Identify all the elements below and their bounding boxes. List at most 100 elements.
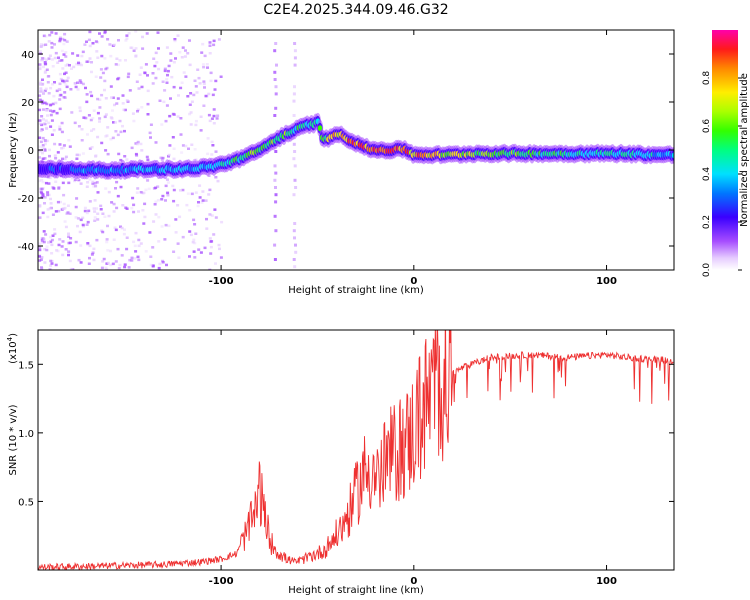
noise-cell bbox=[121, 102, 125, 105]
noise-cell bbox=[48, 268, 52, 270]
noise-cell bbox=[42, 230, 46, 233]
noise-cell bbox=[210, 214, 214, 217]
noise-cell bbox=[96, 56, 100, 59]
noise-cell bbox=[50, 119, 54, 122]
stripe-cell-0 bbox=[274, 106, 278, 110]
noise-cell bbox=[106, 152, 110, 156]
noise-cell bbox=[172, 85, 176, 89]
stripe-cell-1 bbox=[293, 42, 297, 45]
noise-cell bbox=[53, 43, 56, 46]
noise-cell bbox=[199, 251, 203, 254]
noise-cell bbox=[43, 122, 47, 126]
spectrogram-ytick-label: 40 bbox=[21, 50, 34, 61]
noise-cell bbox=[91, 117, 95, 120]
noise-cell bbox=[138, 73, 142, 76]
noise-cell bbox=[83, 43, 87, 46]
noise-cell bbox=[118, 263, 122, 267]
noise-cell bbox=[69, 237, 73, 240]
noise-cell bbox=[39, 129, 43, 133]
noise-cell bbox=[194, 191, 198, 194]
colorbar-tick-label: 0.2 bbox=[702, 215, 712, 229]
noise-cell bbox=[197, 201, 200, 204]
noise-cell bbox=[132, 203, 136, 207]
noise-cell bbox=[42, 43, 45, 47]
chart-title: C2E4.2025.344.09.46.G32 bbox=[263, 2, 448, 18]
noise-cell bbox=[78, 109, 82, 113]
noise-cell bbox=[165, 263, 168, 267]
noise-cell bbox=[123, 265, 127, 269]
noise-cell bbox=[73, 178, 77, 182]
noise-cell bbox=[44, 181, 48, 185]
noise-cell bbox=[96, 212, 100, 215]
noise-cell bbox=[166, 73, 169, 77]
noise-cell bbox=[96, 111, 100, 115]
noise-cell bbox=[78, 106, 82, 109]
noise-cell bbox=[56, 61, 60, 64]
noise-cell bbox=[188, 112, 192, 116]
noise-cell bbox=[124, 39, 128, 42]
noise-cell bbox=[113, 121, 117, 124]
noise-cell bbox=[146, 179, 150, 182]
noise-cell bbox=[129, 46, 133, 49]
noise-cell bbox=[73, 121, 77, 125]
noise-cell bbox=[204, 94, 208, 98]
noise-cell bbox=[134, 250, 138, 253]
noise-cell bbox=[40, 58, 44, 62]
noise-cell bbox=[51, 83, 55, 86]
noise-cell bbox=[47, 75, 51, 78]
noise-cell bbox=[141, 191, 145, 195]
noise-cell bbox=[164, 184, 168, 188]
noise-cell bbox=[179, 117, 183, 120]
noise-cell bbox=[145, 32, 149, 35]
noise-cell bbox=[62, 193, 66, 197]
noise-cell bbox=[116, 194, 120, 198]
stripe-cell-1 bbox=[293, 265, 297, 269]
noise-cell bbox=[179, 189, 182, 192]
stripe-cell-1 bbox=[293, 63, 297, 67]
noise-cell bbox=[45, 127, 49, 130]
noise-cell bbox=[93, 199, 97, 202]
noise-cell bbox=[44, 233, 48, 236]
noise-cell bbox=[125, 34, 129, 37]
noise-cell bbox=[48, 176, 52, 180]
noise-cell bbox=[139, 242, 143, 245]
noise-cell bbox=[46, 114, 49, 117]
noise-cell bbox=[166, 69, 170, 73]
noise-cell bbox=[63, 38, 67, 42]
noise-cell bbox=[68, 64, 71, 67]
noise-cell bbox=[158, 99, 162, 102]
noise-cell bbox=[38, 136, 42, 139]
noise-cell bbox=[154, 200, 158, 203]
noise-cell bbox=[166, 181, 170, 184]
noise-cell bbox=[52, 94, 56, 98]
noise-cell bbox=[68, 212, 72, 215]
noise-cell bbox=[57, 186, 61, 189]
noise-cell bbox=[60, 49, 64, 53]
noise-cell bbox=[69, 88, 73, 91]
noise-cell bbox=[137, 87, 141, 90]
noise-cell bbox=[65, 79, 69, 83]
noise-cell bbox=[64, 248, 68, 251]
noise-cell bbox=[53, 142, 57, 146]
stripe-cell-0 bbox=[275, 63, 278, 67]
noise-cell bbox=[88, 178, 92, 181]
noise-cell bbox=[165, 81, 169, 84]
noise-cell bbox=[38, 50, 42, 53]
stripe-cell-0 bbox=[273, 70, 277, 74]
noise-cell bbox=[169, 59, 173, 62]
noise-cell bbox=[165, 104, 169, 107]
noise-cell bbox=[136, 187, 140, 190]
noise-cell bbox=[122, 108, 126, 111]
noise-cell bbox=[208, 188, 212, 192]
noise-cell bbox=[90, 146, 94, 149]
noise-cell bbox=[201, 42, 205, 46]
noise-cell bbox=[84, 116, 88, 120]
stripe-cell-1 bbox=[292, 229, 296, 233]
noise-cell bbox=[77, 125, 81, 128]
noise-cell bbox=[64, 55, 68, 58]
noise-cell bbox=[109, 263, 113, 267]
noise-cell bbox=[103, 57, 107, 60]
noise-cell bbox=[59, 200, 62, 204]
noise-cell bbox=[156, 31, 160, 34]
noise-cell bbox=[57, 243, 61, 247]
